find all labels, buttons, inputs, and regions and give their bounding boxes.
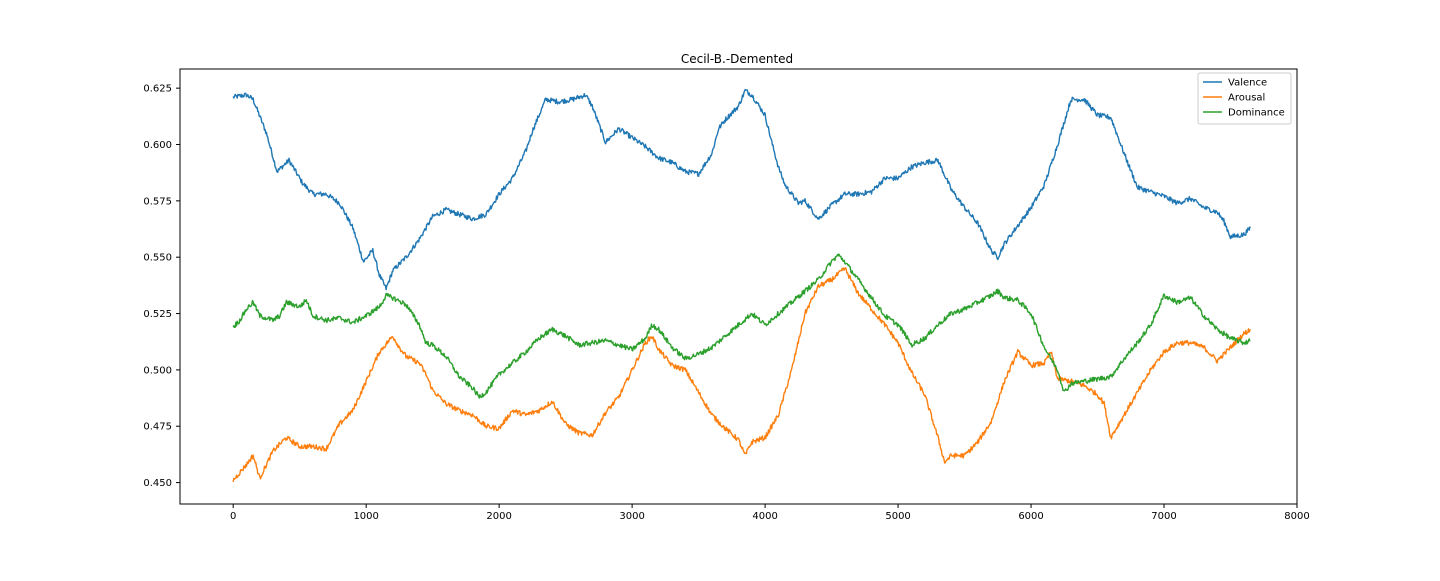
y-tick-label: 0.550 bbox=[143, 253, 172, 264]
legend: Valence Arousal Dominance bbox=[1197, 72, 1292, 125]
x-tick-label: 5000 bbox=[885, 511, 910, 522]
y-tick-label: 0.450 bbox=[143, 478, 172, 489]
y-tick-label: 0.575 bbox=[143, 196, 172, 207]
y-tick-label: 0.475 bbox=[143, 422, 172, 433]
series-line-arousal bbox=[232, 267, 1252, 483]
legend-label-valence: Valence bbox=[1228, 78, 1267, 89]
x-tick-label: 3000 bbox=[619, 511, 644, 522]
x-tick-label: 1000 bbox=[353, 511, 378, 522]
y-tick-label: 0.500 bbox=[143, 365, 172, 376]
x-tick-label: 4000 bbox=[752, 511, 777, 522]
series-layer bbox=[232, 88, 1252, 483]
chart-title: Cecil-B.-Demented bbox=[681, 52, 793, 66]
x-tick-label: 0 bbox=[230, 511, 236, 522]
series-line-dominance bbox=[232, 253, 1251, 399]
y-tick-label: 0.600 bbox=[143, 140, 172, 151]
x-tick-label: 7000 bbox=[1151, 511, 1176, 522]
y-tick-label: 0.625 bbox=[143, 84, 172, 95]
x-axis: 0 1000 2000 3000 4000 5000 6000 7000 8000 bbox=[230, 504, 1310, 522]
y-tick-label: 0.525 bbox=[143, 309, 172, 320]
y-axis: 0.450 0.475 0.500 0.525 0.550 0.575 0.600 0.625 bbox=[143, 84, 180, 489]
legend-label-arousal: Arousal bbox=[1228, 93, 1265, 104]
series-line-valence bbox=[232, 88, 1252, 291]
x-tick-label: 2000 bbox=[486, 511, 511, 522]
plot-area-frame bbox=[179, 68, 1298, 505]
x-tick-label: 8000 bbox=[1284, 511, 1309, 522]
x-tick-label: 6000 bbox=[1018, 511, 1043, 522]
legend-label-dominance: Dominance bbox=[1228, 108, 1285, 119]
